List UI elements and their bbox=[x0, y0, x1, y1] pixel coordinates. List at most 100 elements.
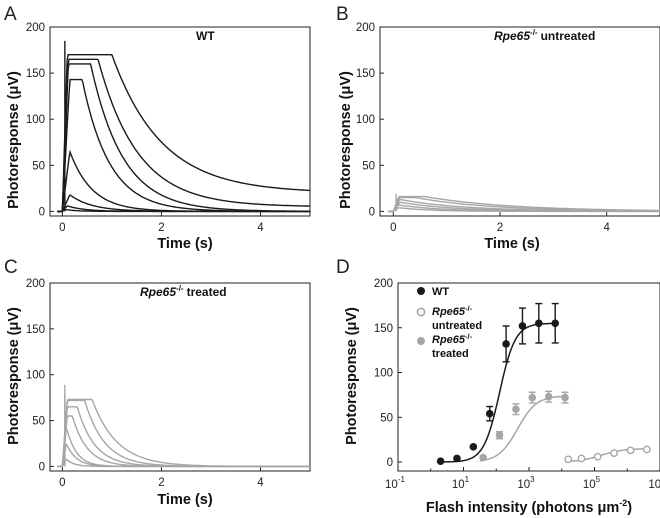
panel-a-trace-8 bbox=[57, 54, 310, 213]
panel-d-xtick-label: 107 bbox=[648, 475, 660, 491]
panel-d-series-1-point bbox=[551, 319, 559, 328]
panel-d-xtick-label: 10-1 bbox=[385, 475, 405, 491]
panel-c: C Rpe65-/- treated 0 50 100 150 200 0 2 4 Photor… bbox=[4, 257, 311, 508]
panel-c-trace-4 bbox=[57, 415, 310, 468]
panel-c-xlabel: Time (s) bbox=[157, 492, 213, 508]
panel-c-trace-7 bbox=[57, 398, 310, 468]
panel-d-xtick-label: 105 bbox=[583, 475, 601, 491]
panel-d-series-1-point bbox=[502, 340, 510, 348]
legend-untreated-sup: -/- bbox=[465, 304, 473, 313]
panel-d-series-2-point bbox=[512, 405, 520, 414]
panel-b-title-gene: Rpe65 bbox=[494, 29, 530, 43]
panel-c-ytick-label: 0 bbox=[39, 461, 45, 473]
panel-a-xtick-label: 4 bbox=[257, 222, 264, 234]
panel-c-ylabel: Photoresponse (μV) bbox=[6, 307, 22, 445]
panel-b-frame bbox=[379, 26, 660, 217]
panel-d-xtick-label: 103 bbox=[517, 475, 535, 491]
panel-a-letter: A bbox=[4, 4, 17, 25]
panel-d-ytick-label: 50 bbox=[380, 412, 393, 424]
panel-b-ytick-label: 200 bbox=[356, 22, 375, 34]
panel-c-title: Rpe65-/- treated bbox=[140, 284, 227, 299]
panel-b-ytick-label: 100 bbox=[356, 114, 375, 126]
legend-wt-label: WT bbox=[432, 286, 449, 298]
panel-c-title-sup: -/- bbox=[176, 284, 184, 293]
panel-a-ytick-label: 0 bbox=[39, 206, 45, 218]
panel-d-plot: 0 50 100 150 200 10-1 101 103 105 107 bbox=[374, 278, 660, 491]
panel-d-ytick-label: 100 bbox=[374, 368, 393, 380]
panel-b-xtick-label: 0 bbox=[390, 222, 396, 234]
panel-c-trace-5 bbox=[57, 406, 310, 468]
panel-c-letter: C bbox=[4, 257, 18, 278]
panel-d-series-2-point bbox=[528, 393, 537, 402]
panel-b: B Rpe65-/- untreated 0 50 100 150 200 0 2 4 Phot… bbox=[336, 4, 660, 252]
panel-c-title-rest: treated bbox=[187, 285, 227, 299]
panel-d-xlabel-sup: -2 bbox=[619, 498, 627, 508]
legend-treated-label: Rpe65-/- bbox=[432, 332, 473, 346]
panel-d-xtick-exponent: 1 bbox=[465, 475, 470, 484]
panel-d-series-2-point bbox=[561, 393, 569, 402]
panel-a-xlabel: Time (s) bbox=[157, 236, 213, 252]
panel-b-ytick-label: 0 bbox=[369, 206, 375, 218]
legend-treated-sup: -/- bbox=[465, 332, 473, 341]
panel-d-series-3-point bbox=[564, 455, 573, 464]
legend-untreated-label: Rpe65-/- bbox=[432, 304, 473, 318]
panel-d-ytick-label: 0 bbox=[387, 457, 393, 469]
panel-b-xlabel: Time (s) bbox=[484, 236, 540, 252]
panel-a-plot: 0 50 100 150 200 0 2 4 bbox=[26, 22, 311, 234]
panel-c-ytick-label: 50 bbox=[32, 416, 45, 428]
panel-d-series-1-point bbox=[469, 443, 478, 451]
panel-d-xtick-label: 101 bbox=[452, 475, 470, 491]
legend-untreated-gene: Rpe65 bbox=[432, 306, 466, 318]
panel-b-xtick-label: 4 bbox=[603, 222, 610, 234]
panel-a-trace-6 bbox=[57, 63, 310, 213]
legend-wt-marker bbox=[417, 287, 425, 295]
panel-c-xtick-label: 2 bbox=[158, 477, 164, 489]
panel-b-ylabel: Photoresponse (μV) bbox=[338, 71, 354, 209]
legend-untreated-marker bbox=[416, 307, 426, 317]
legend-treated-line2: treated bbox=[432, 348, 469, 360]
legend-untreated-line2: untreated bbox=[432, 320, 482, 332]
panel-c-title-gene: Rpe65 bbox=[140, 285, 176, 299]
panel-d-series-1-point bbox=[436, 457, 445, 465]
panel-d-xlabel-end: ) bbox=[627, 500, 632, 516]
panel-a-xtick-label: 2 bbox=[158, 222, 164, 234]
panel-d-series-3-point bbox=[593, 452, 602, 461]
panel-b-ytick-label: 150 bbox=[356, 68, 375, 80]
panel-b-trace-6 bbox=[388, 195, 660, 213]
panel-d: D 0 50 100 150 200 10-1 101 103 105 107 Photoresp… bbox=[336, 257, 660, 516]
panel-d-xlabel: Flash intensity (photons μm-2) bbox=[426, 498, 632, 516]
panel-d-series-1-point bbox=[535, 319, 543, 328]
panel-d-xtick-exponent: -1 bbox=[398, 475, 406, 484]
panel-a-ylabel: Photoresponse (μV) bbox=[6, 71, 22, 209]
panel-d-series-3-point bbox=[610, 449, 619, 457]
panel-d-xlabel-main: Flash intensity (photons μm bbox=[426, 500, 619, 516]
panel-d-series-3-fit bbox=[564, 448, 649, 463]
panel-c-plot: 0 50 100 150 200 0 2 4 bbox=[26, 278, 311, 489]
panel-d-letter: D bbox=[336, 257, 350, 278]
panel-d-ylabel: Photoresponse (μV) bbox=[344, 307, 360, 445]
panel-d-series-2-point bbox=[544, 392, 553, 401]
panel-d-series-1-point bbox=[485, 409, 494, 418]
panel-a-frame bbox=[49, 26, 311, 217]
panel-d-ytick-label: 200 bbox=[374, 278, 393, 290]
panel-a-ytick-label: 150 bbox=[26, 68, 45, 80]
panel-b-xtick-label: 2 bbox=[497, 222, 503, 234]
panel-a-trace-7 bbox=[57, 58, 310, 213]
panel-c-trace-3 bbox=[57, 426, 310, 468]
panel-d-series-3-point bbox=[626, 446, 635, 455]
panel-d-series-1-point bbox=[518, 322, 527, 330]
panel-c-xtick-label: 4 bbox=[257, 477, 264, 489]
panel-d-series-3-point bbox=[643, 445, 651, 454]
panel-b-title: Rpe65-/- untreated bbox=[494, 28, 595, 43]
panel-a-xtick-label: 0 bbox=[59, 222, 65, 234]
panel-d-xtick-exponent: 3 bbox=[530, 475, 535, 484]
legend-treated-gene: Rpe65 bbox=[432, 334, 466, 346]
panel-a-ytick-label: 200 bbox=[26, 22, 45, 34]
panel-d-series-2-point bbox=[479, 453, 487, 462]
panel-c-ytick-label: 200 bbox=[26, 278, 45, 290]
legend-treated-marker bbox=[417, 337, 425, 345]
panel-b-title-rest: untreated bbox=[541, 29, 596, 43]
panel-d-xtick-exponent: 5 bbox=[596, 475, 601, 484]
